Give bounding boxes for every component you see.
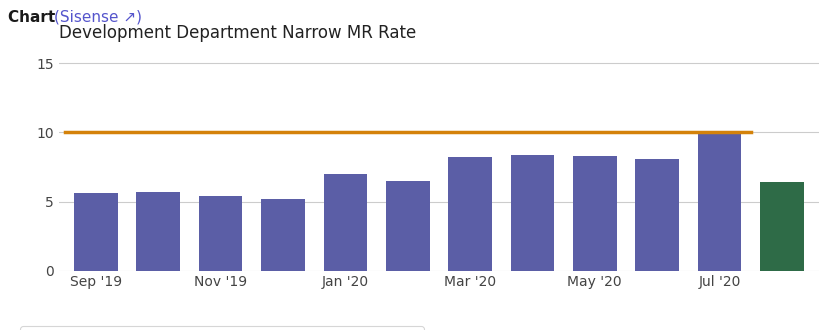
Bar (760, 182, 803, 271)
Bar (698, 135, 742, 271)
Text: Chart: Chart (8, 10, 61, 25)
Bar (324, 174, 367, 271)
Bar (386, 181, 430, 271)
Bar (511, 154, 554, 271)
Bar (74, 193, 118, 271)
Bar (448, 157, 492, 271)
Text: Development Department Narrow MR Rate: Development Department Narrow MR Rate (59, 24, 415, 42)
Legend: Monthly Mr Rate, Target, Current Mr Rate: Monthly Mr Rate, Target, Current Mr Rate (20, 326, 424, 330)
Bar (635, 159, 679, 271)
Bar (261, 199, 305, 271)
Bar (136, 192, 180, 271)
Bar (199, 196, 242, 271)
Bar (573, 156, 617, 271)
Text: (Sisense ↗): (Sisense ↗) (54, 10, 142, 25)
